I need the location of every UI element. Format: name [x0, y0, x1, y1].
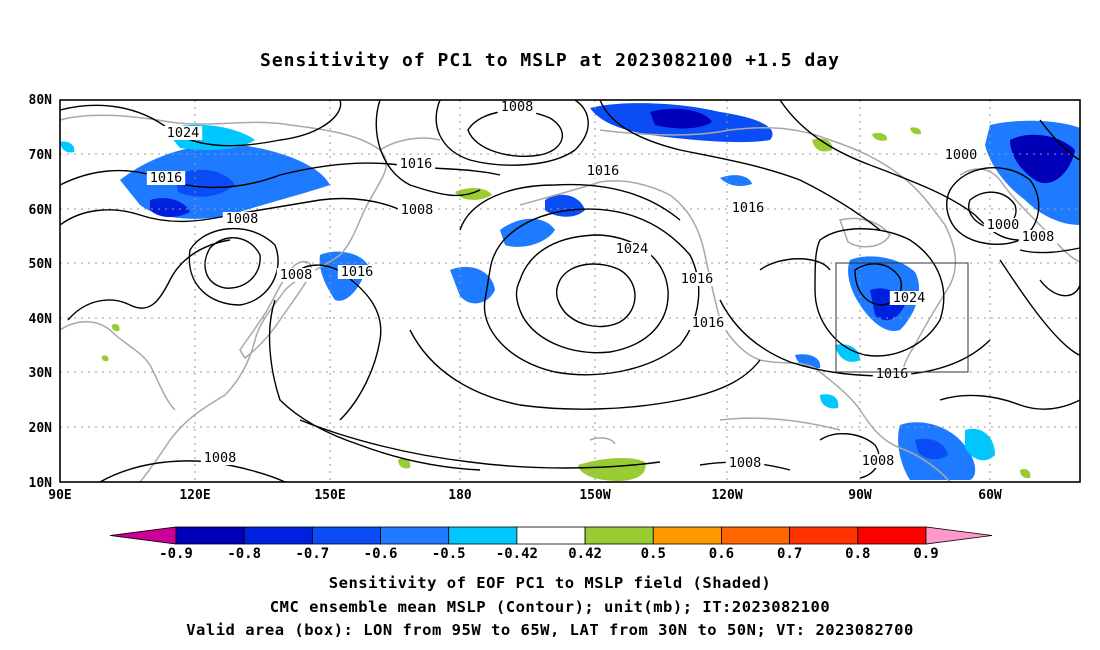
colorbar-label: 0.9	[913, 546, 938, 562]
contour-label-text: 1016	[876, 366, 909, 382]
contour-label-text: 1024	[167, 125, 200, 141]
colorbar-label: 0.5	[641, 546, 666, 562]
contour-labels: 1024 1016 1008 1008 1016 1008 1008 1016 1016 1024…	[146, 99, 1058, 471]
contour-label-text: 1000	[987, 217, 1020, 233]
contour-label-text: 1016	[341, 264, 374, 280]
lon-label: 90E	[48, 488, 71, 503]
lat-label: 60N	[29, 203, 53, 218]
colorbar-segment	[789, 526, 859, 545]
contour-label: 1016	[688, 315, 728, 331]
mslp-contours	[59, 99, 1081, 483]
colorbar-label: -0.9	[159, 546, 193, 562]
lon-label: 90W	[848, 488, 872, 503]
lon-label: 120E	[179, 488, 210, 503]
colorbar-label: -0.8	[227, 546, 261, 562]
colorbar-extend-low	[109, 526, 177, 545]
contour-label-text: 1016	[681, 271, 714, 287]
colorbar-segment	[652, 526, 722, 545]
figure-title: Sensitivity of PC1 to MSLP at 2023082100…	[259, 50, 840, 71]
lon-label: 120W	[711, 488, 742, 503]
colorbar-segment	[448, 526, 518, 545]
contour-label: 1008	[276, 267, 316, 283]
colorbar-segment	[857, 526, 927, 545]
contour-label: 1008	[200, 450, 240, 466]
colorbar-label: -0.7	[296, 546, 330, 562]
contour-label-text: 1016	[732, 200, 765, 216]
lat-label: 30N	[29, 366, 53, 381]
contour-label-text: 1008	[204, 450, 237, 466]
contour-label: 1008	[222, 211, 262, 227]
valid-area-box	[835, 262, 969, 373]
shading-positive	[101, 127, 1031, 481]
colorbar-segment	[516, 526, 586, 545]
contour-label-text: 1024	[616, 241, 649, 257]
lat-labels: 80N 70N 60N 50N 40N 30N 20N 10N	[29, 93, 53, 491]
contour-label-text: 1008	[729, 455, 762, 471]
contour-label-text: 1016	[150, 170, 183, 186]
contour-label-text: 1008	[1022, 229, 1055, 245]
colorbar-segment	[311, 526, 381, 545]
contour-label: 1008	[1018, 229, 1058, 245]
caption-valid-area: Valid area (box): LON from 95W to 65W, L…	[186, 621, 914, 639]
contour-label-text: 1024	[893, 290, 926, 306]
lon-label: 150E	[314, 488, 345, 503]
colorbar-segment	[175, 526, 245, 545]
lon-labels: 90E 120E 150E 180 150W 120W 90W 60W	[48, 488, 1002, 503]
contour-label-text: 1008	[401, 202, 434, 218]
lon-label: 180	[448, 488, 472, 503]
contour-label: 1016	[337, 264, 377, 280]
caption-shaded: Sensitivity of EOF PC1 to MSLP field (Sh…	[328, 574, 772, 592]
colorbar-segment	[721, 526, 791, 545]
contour-label: 1008	[858, 453, 898, 469]
lat-label: 70N	[29, 148, 53, 163]
contour-label-text: 1008	[862, 453, 895, 469]
contour-label: 1024	[163, 125, 203, 141]
shading-negative	[60, 103, 1080, 480]
contour-label-text: 1000	[945, 147, 978, 163]
colorbar-extend-high	[925, 526, 993, 545]
colorbar-label: -0.5	[432, 546, 466, 562]
colorbar-segment	[243, 526, 313, 545]
contour-label: 1008	[397, 202, 437, 218]
lat-label: 10N	[29, 476, 53, 491]
contour-label-text: 1016	[587, 163, 620, 179]
colorbar-label: -0.6	[364, 546, 398, 562]
contour-label-text: 1008	[501, 99, 534, 115]
contour-label-text: 1008	[280, 267, 313, 283]
lon-label: 150W	[579, 488, 610, 503]
contour-label-text: 1016	[692, 315, 725, 331]
colorbar-segment	[380, 526, 450, 545]
lat-label: 40N	[29, 312, 53, 327]
contour-label: 1000	[941, 147, 981, 163]
contour-label-text: 1016	[400, 156, 433, 172]
colorbar-label: 0.8	[845, 546, 870, 562]
colorbar-label: 0.6	[709, 546, 734, 562]
contour-label: 1024	[889, 290, 929, 306]
contour-label: 1000	[983, 217, 1023, 233]
colorbar-label: 0.7	[777, 546, 802, 562]
contour-label: 1016	[872, 366, 912, 382]
contour-label-text: 1008	[226, 211, 259, 227]
contour-label: 1024	[612, 241, 652, 257]
contour-label: 1016	[396, 156, 436, 172]
contour-label: 1008	[497, 99, 537, 115]
map-frame	[59, 99, 1081, 483]
contour-label: 1016	[146, 170, 186, 186]
colorbar-segment	[584, 526, 654, 545]
colorbar: -0.9 -0.8 -0.7 -0.6 -0.5 -0.42 0.42 0.5 0.6 0.7 0.…	[109, 526, 993, 562]
graticule	[60, 100, 1080, 482]
lat-label: 50N	[29, 257, 53, 272]
contour-label: 1008	[725, 455, 765, 471]
lon-label: 60W	[978, 488, 1002, 503]
contour-label: 1016	[583, 163, 623, 179]
colorbar-label: -0.42	[496, 546, 538, 562]
contour-label: 1016	[677, 271, 717, 287]
caption-contour: CMC ensemble mean MSLP (Contour); unit(m…	[269, 598, 831, 616]
lat-label: 20N	[29, 421, 53, 436]
contour-label: 1016	[728, 200, 768, 216]
lat-label: 80N	[29, 93, 53, 108]
colorbar-label: 0.42	[568, 546, 602, 562]
